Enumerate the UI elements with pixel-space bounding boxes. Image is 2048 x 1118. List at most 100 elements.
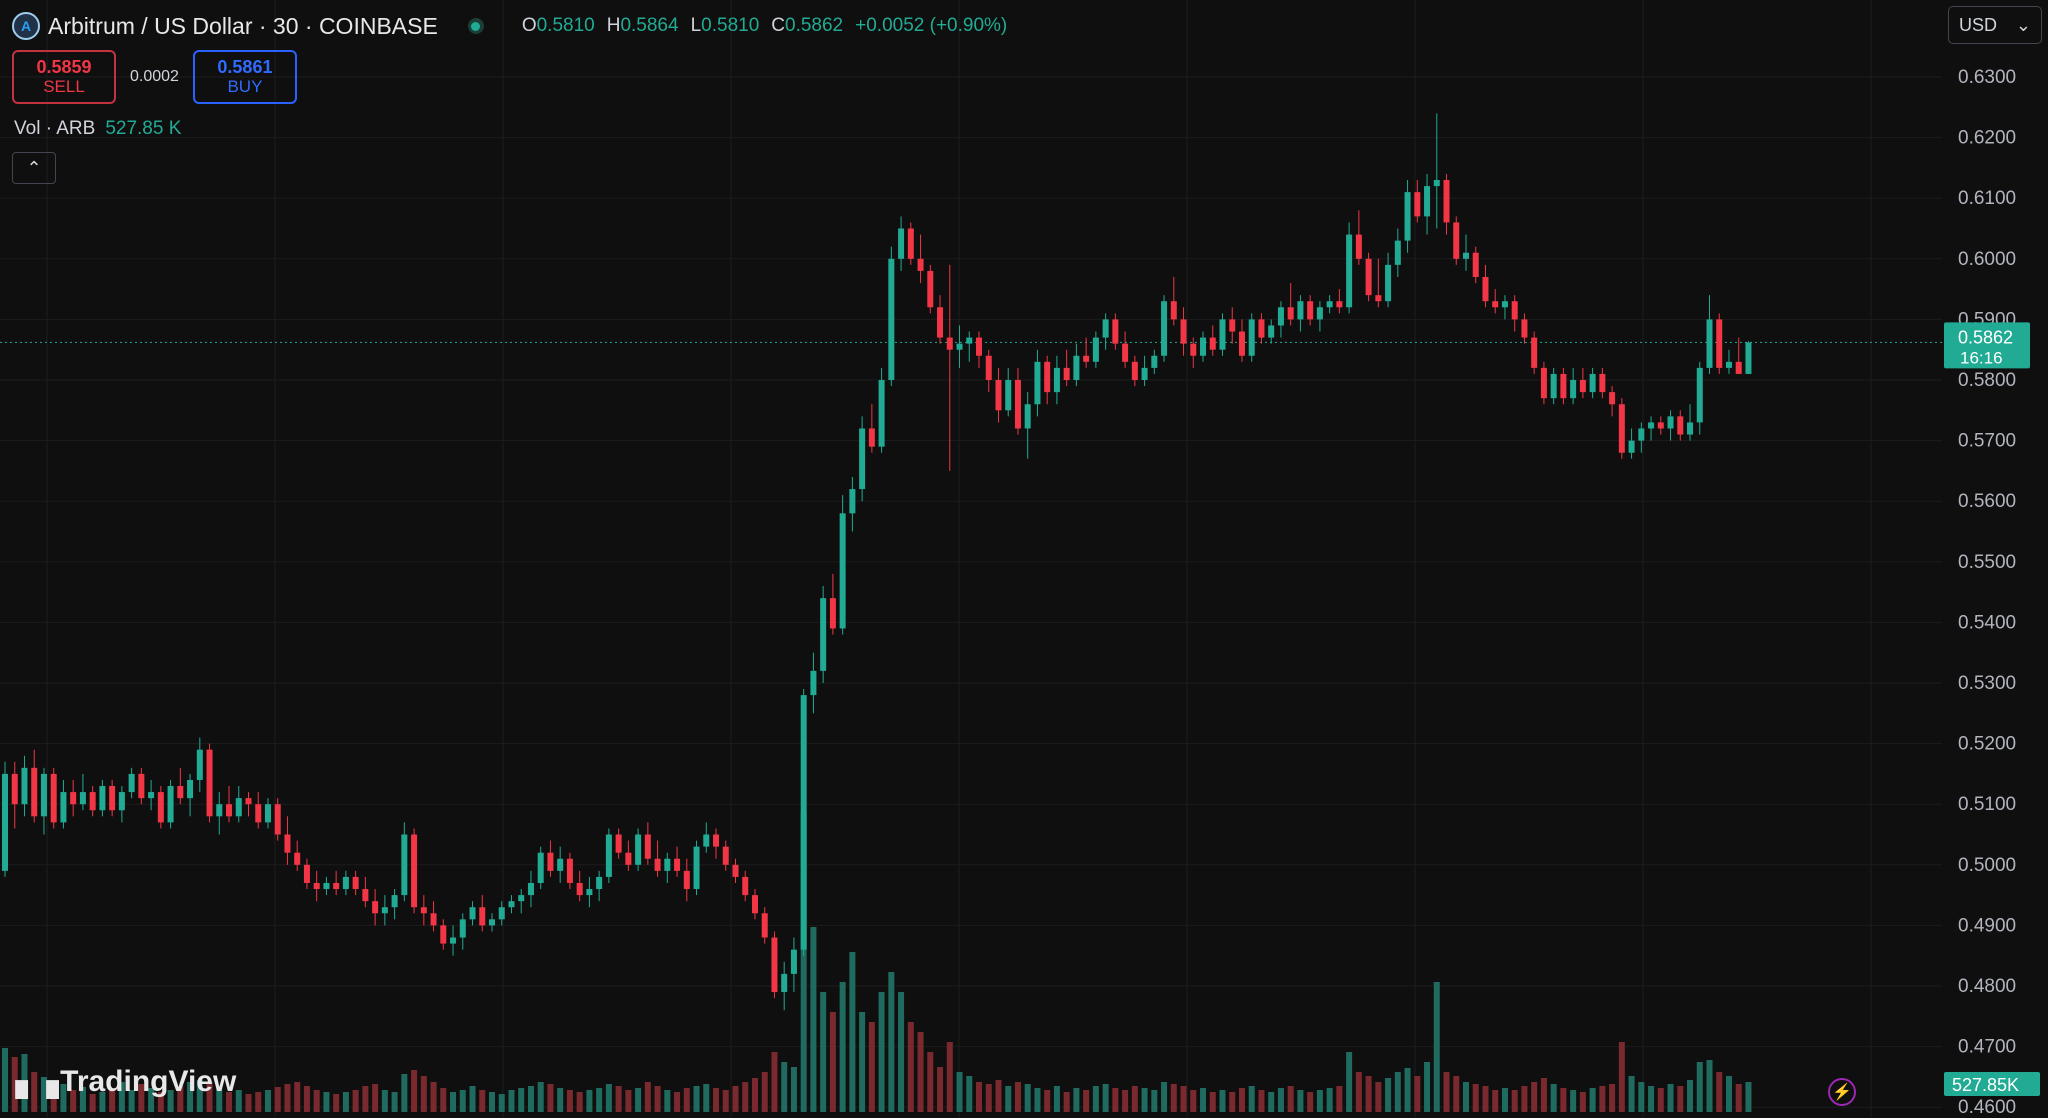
candle-body: [1443, 180, 1450, 223]
volume-bar: [849, 952, 856, 1112]
candle-body: [226, 804, 233, 817]
candle-body: [1687, 422, 1694, 435]
candle-body: [576, 882, 583, 896]
candle-body: [89, 792, 96, 811]
volume-bar: [196, 1080, 203, 1112]
candle-body: [1511, 301, 1518, 320]
volume-bar: [1696, 1062, 1703, 1112]
candle-body: [60, 792, 67, 823]
candle-body: [1677, 416, 1684, 435]
volume-bar: [157, 1092, 164, 1112]
buy-button[interactable]: 0.5861 BUY: [192, 50, 297, 104]
candle-body: [800, 695, 807, 950]
candle-body: [1102, 319, 1109, 338]
candle-body: [1141, 367, 1148, 380]
volume-bar: [917, 1032, 924, 1112]
lightning-icon[interactable]: ⚡: [1828, 1078, 1856, 1106]
candle-body: [1716, 319, 1723, 368]
candle-body: [148, 792, 155, 799]
candle-body: [1229, 319, 1236, 332]
candle-body: [888, 258, 895, 380]
volume-bar: [557, 1088, 564, 1112]
volume-bar: [148, 1088, 155, 1112]
candle-body: [518, 895, 525, 902]
sell-button[interactable]: 0.5859 SELL: [12, 50, 116, 104]
price-tick-label: 0.6100: [1958, 188, 2016, 209]
candle-body: [547, 852, 554, 871]
candle-body: [1696, 367, 1703, 423]
candle-body: [79, 792, 86, 805]
volume-bar: [1648, 1086, 1655, 1112]
volume-bar: [1725, 1076, 1732, 1112]
volume-bar: [381, 1090, 388, 1112]
volume-bar: [450, 1092, 457, 1112]
price-tick-label: 0.6300: [1958, 67, 2016, 88]
candle-body: [615, 834, 622, 853]
volume-bar: [274, 1087, 281, 1112]
volume-bar: [985, 1084, 992, 1112]
volume-bar: [1248, 1086, 1255, 1112]
volume-bar: [868, 1022, 875, 1112]
candle-body: [1161, 301, 1168, 356]
volume-bar: [206, 1082, 213, 1112]
candle-body: [1112, 319, 1119, 344]
volume-bar: [693, 1086, 700, 1112]
candle-body: [878, 380, 885, 447]
trade-panel: 0.5859 SELL 0.0002 0.5861 BUY: [12, 50, 297, 104]
volume-label: Vol · ARB: [14, 118, 96, 139]
candle-body: [313, 882, 320, 890]
volume-bar: [1628, 1076, 1635, 1112]
volume-bar: [479, 1090, 486, 1112]
candle-body: [1609, 392, 1616, 405]
candle-body: [1287, 307, 1294, 320]
candle-body: [498, 907, 505, 920]
volume-bar: [21, 1054, 28, 1112]
volume-bar: [703, 1084, 710, 1112]
volume-bar: [820, 992, 827, 1112]
candle-body: [966, 337, 973, 344]
volume-bar: [683, 1088, 690, 1112]
candle-body: [917, 258, 924, 271]
tradingview-mark-icon: ▖▗: [16, 1065, 58, 1098]
volume-bar: [742, 1082, 749, 1112]
volume-bar: [586, 1090, 593, 1112]
volume-bar: [177, 1086, 184, 1112]
candle-body: [1151, 355, 1158, 368]
ohlc-open: O0.5810: [521, 15, 595, 36]
volume-bar: [1170, 1084, 1177, 1112]
candle-body: [1453, 222, 1460, 259]
sell-label: SELL: [43, 77, 85, 96]
volume-bar: [1609, 1084, 1616, 1112]
candle-body: [362, 889, 369, 902]
volume-bar: [1531, 1082, 1538, 1112]
candle-body: [352, 876, 359, 890]
volume-bar: [956, 1072, 963, 1112]
collapse-legend-button[interactable]: ⌃: [12, 152, 56, 184]
volume-bar: [888, 972, 895, 1112]
candle-body: [839, 513, 846, 629]
volume-bar: [898, 992, 905, 1112]
volume-bar: [1073, 1088, 1080, 1112]
candle-body: [1180, 319, 1187, 344]
candle-body: [859, 428, 866, 490]
currency-select[interactable]: USD ⌄: [1948, 6, 2042, 44]
buy-price: 0.5861: [217, 57, 273, 77]
tradingview-logo[interactable]: ▖▗ TradingView: [16, 1064, 236, 1099]
candle-body: [1365, 258, 1372, 296]
candle-body: [1628, 440, 1635, 453]
volume-bar: [1414, 1076, 1421, 1112]
volume-bar: [527, 1086, 534, 1112]
symbol-title[interactable]: Arbitrum / US Dollar · 30 · COINBASE: [48, 12, 438, 39]
volume-bar: [537, 1082, 544, 1112]
volume-bar: [1014, 1082, 1021, 1112]
volume-bar: [187, 1082, 194, 1112]
volume-bar: [907, 1022, 914, 1112]
candle-body: [1404, 192, 1411, 241]
candle-body: [2, 773, 8, 871]
volume-bar: [1570, 1090, 1577, 1112]
volume-legend: Vol · ARB 527.85 K: [14, 118, 181, 140]
candle-body: [1706, 319, 1713, 368]
candle-body: [440, 925, 447, 944]
candle-body: [21, 767, 28, 805]
